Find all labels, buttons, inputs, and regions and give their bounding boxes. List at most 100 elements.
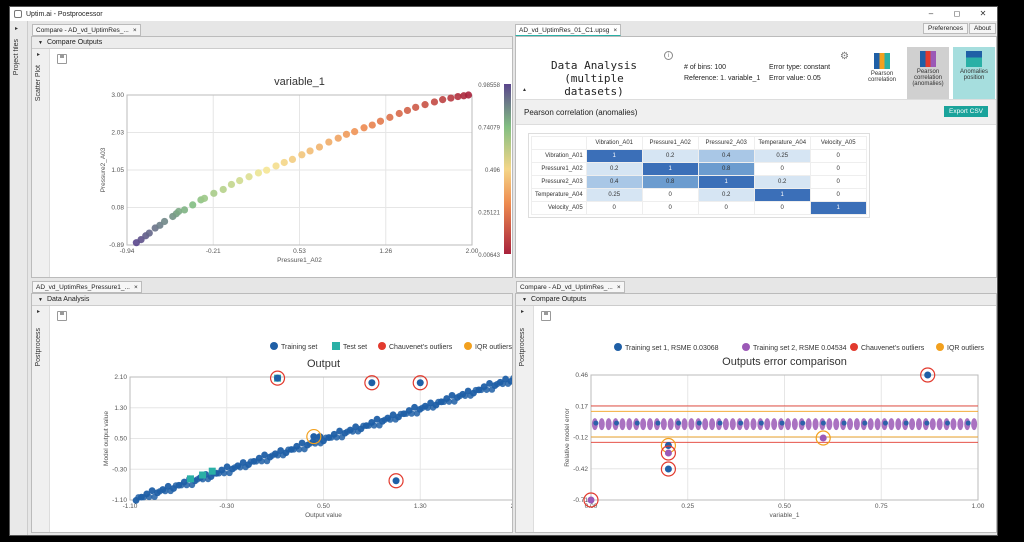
set2-point — [847, 418, 854, 431]
outlier-point — [392, 477, 400, 485]
y-tick-label: 0.08 — [111, 205, 124, 212]
training-point — [148, 487, 156, 495]
heatmap-row-label: Vibration_A01 — [531, 149, 587, 163]
data-point — [464, 91, 473, 99]
y-tick-label: 0.46 — [575, 372, 588, 379]
panel-header[interactable]: ▼ Compare Outputs — [32, 37, 512, 49]
data-point — [447, 94, 455, 102]
tab-label: AD_vd_UptimRes_Pressure1_... — [36, 284, 130, 291]
panel-header[interactable]: ▼ Data Analysis — [32, 294, 512, 306]
bins-label: # of bins: 100 — [684, 64, 727, 71]
legend-marker — [270, 342, 278, 350]
heatmap-row-label: Pressure2_A03 — [531, 175, 587, 189]
training-point — [223, 463, 231, 471]
set2-point — [598, 418, 605, 431]
heatmap-cell: 0 — [809, 175, 867, 189]
chauvenet-ring — [364, 375, 380, 391]
info-icon[interactable]: i — [664, 51, 673, 60]
heatmap-header-row: Vibration_A01 Pressure1_A02 Pressure2_A03 T… — [531, 136, 867, 150]
plot-frame — [129, 376, 512, 501]
pearson-correlation-button[interactable]: Pearson correlation — [859, 47, 905, 97]
set2-point — [936, 418, 943, 431]
section-bar: Pearson correlation (anomalies) Export C… — [516, 99, 996, 125]
legend-marker — [614, 343, 622, 351]
heatmap-cell: 0 — [585, 201, 643, 215]
heatmap-cell: 1 — [809, 201, 867, 215]
tab-data-analysis-file[interactable]: AD_vd_UptimRes_01_C1.upsg × — [515, 24, 622, 36]
set1-point — [862, 420, 868, 426]
heatmap-col-label: Vibration_A01 — [585, 136, 643, 150]
export-csv-button[interactable]: Export CSV — [944, 106, 988, 117]
preferences-button[interactable]: Preferences — [923, 23, 969, 34]
tab-close-icon[interactable]: × — [133, 284, 138, 291]
maximize-button[interactable]: ◻ — [953, 9, 961, 18]
legend-label: Training set 1, RSME 0.03068 — [625, 345, 719, 352]
set2-point — [812, 418, 819, 431]
project-files-label[interactable]: Project files — [13, 39, 20, 76]
pearson-anomalies-button[interactable]: Pearson correlation (anomalies) — [907, 47, 949, 99]
tab-close-icon[interactable]: × — [132, 27, 137, 34]
collapse-icon[interactable]: ▼ — [522, 297, 527, 303]
close-button[interactable]: ✕ — [979, 9, 987, 18]
x-tick-label: 0.53 — [293, 248, 306, 255]
set2-point — [667, 418, 674, 431]
tab-compare-outputs-top[interactable]: Compare - AD_vd_UptimRes_... × — [32, 24, 141, 36]
legend-marker — [742, 343, 750, 351]
set2-point — [950, 418, 957, 431]
panel-header[interactable]: ▼ Compare Outputs — [516, 294, 996, 306]
heatmap-row: Pressure2_A03 0.4 0.8 1 0.2 0 — [531, 175, 867, 189]
postprocess-label: Postprocess — [519, 328, 526, 367]
heatmap-cell: 0.4 — [585, 175, 643, 189]
training-point — [183, 481, 190, 489]
panel-header-label: Compare Outputs — [46, 39, 103, 46]
save-icon[interactable] — [541, 311, 551, 321]
outlier-point — [316, 433, 324, 441]
heatmap-cell: 0.2 — [641, 149, 699, 163]
set1-point — [614, 420, 620, 426]
collapse-icon[interactable]: ▼ — [38, 297, 43, 303]
set1-point — [634, 420, 640, 426]
data-point — [395, 109, 403, 118]
heatmap-cell: 1 — [585, 149, 643, 163]
colorbar-tick-label: 0.98558 — [478, 83, 500, 89]
minimize-button[interactable]: – — [928, 9, 934, 18]
heatmap-cell: 0.25 — [585, 188, 643, 202]
legend-label: Chauvenet's outliers — [389, 344, 453, 351]
outlier-point — [587, 496, 595, 504]
side-expand-icon[interactable]: ▸ — [37, 52, 41, 58]
legend-label: Chauvenet's outliers — [861, 345, 925, 352]
collapse-icon[interactable]: ▼ — [38, 40, 43, 46]
heatmap-row: Vibration_A01 1 0.2 0.4 0.25 0 — [531, 149, 867, 163]
legend-marker — [936, 343, 944, 351]
tab-data-analysis-pressure[interactable]: AD_vd_UptimRes_Pressure1_... × — [32, 281, 142, 293]
outlier-point — [664, 449, 672, 457]
data-point — [403, 106, 412, 115]
save-icon[interactable] — [57, 311, 67, 321]
grid-chart-icon — [920, 51, 936, 67]
app-window: Uptim.ai - Postprocessor – ◻ ✕ ▸ Project… — [9, 6, 998, 536]
x-tick-label: -0.30 — [219, 503, 234, 510]
about-button[interactable]: About — [969, 23, 996, 34]
anomalies-position-button[interactable]: Anomalies position — [953, 47, 995, 99]
sidebar-expand-icon[interactable]: ▸ — [15, 26, 19, 32]
training-point — [510, 375, 512, 382]
tab-compare-outputs-bottom[interactable]: Compare - AD_vd_UptimRes_... × — [516, 281, 625, 293]
heatmap-cell: 0 — [809, 149, 867, 163]
tab-close-icon[interactable]: × — [613, 27, 618, 34]
panel-side: ▸ Scatter Plot — [32, 49, 50, 277]
side-expand-icon[interactable]: ▸ — [521, 309, 525, 315]
side-expand-icon[interactable]: ▸ — [37, 309, 41, 315]
legend-label: IQR outliers — [947, 345, 984, 352]
output-chart: Output -1.10 -0.30 0.50 1.30 2.10 2.10 1.30 0.50… — [103, 342, 512, 519]
tab-close-icon[interactable]: × — [616, 284, 621, 291]
collapse-up-icon[interactable]: ▲ — [522, 87, 527, 93]
project-files-sidebar[interactable]: ▸ Project files — [10, 21, 28, 535]
training-point — [261, 451, 268, 459]
outlier-point — [310, 433, 318, 441]
data-point — [351, 128, 359, 136]
data-point — [280, 158, 288, 167]
save-icon[interactable] — [57, 54, 67, 64]
heatmap-col-label: Temperature_A04 — [753, 136, 811, 150]
heatmap-cell: 0.8 — [697, 162, 755, 176]
gear-icon[interactable]: ⚙ — [840, 51, 849, 62]
